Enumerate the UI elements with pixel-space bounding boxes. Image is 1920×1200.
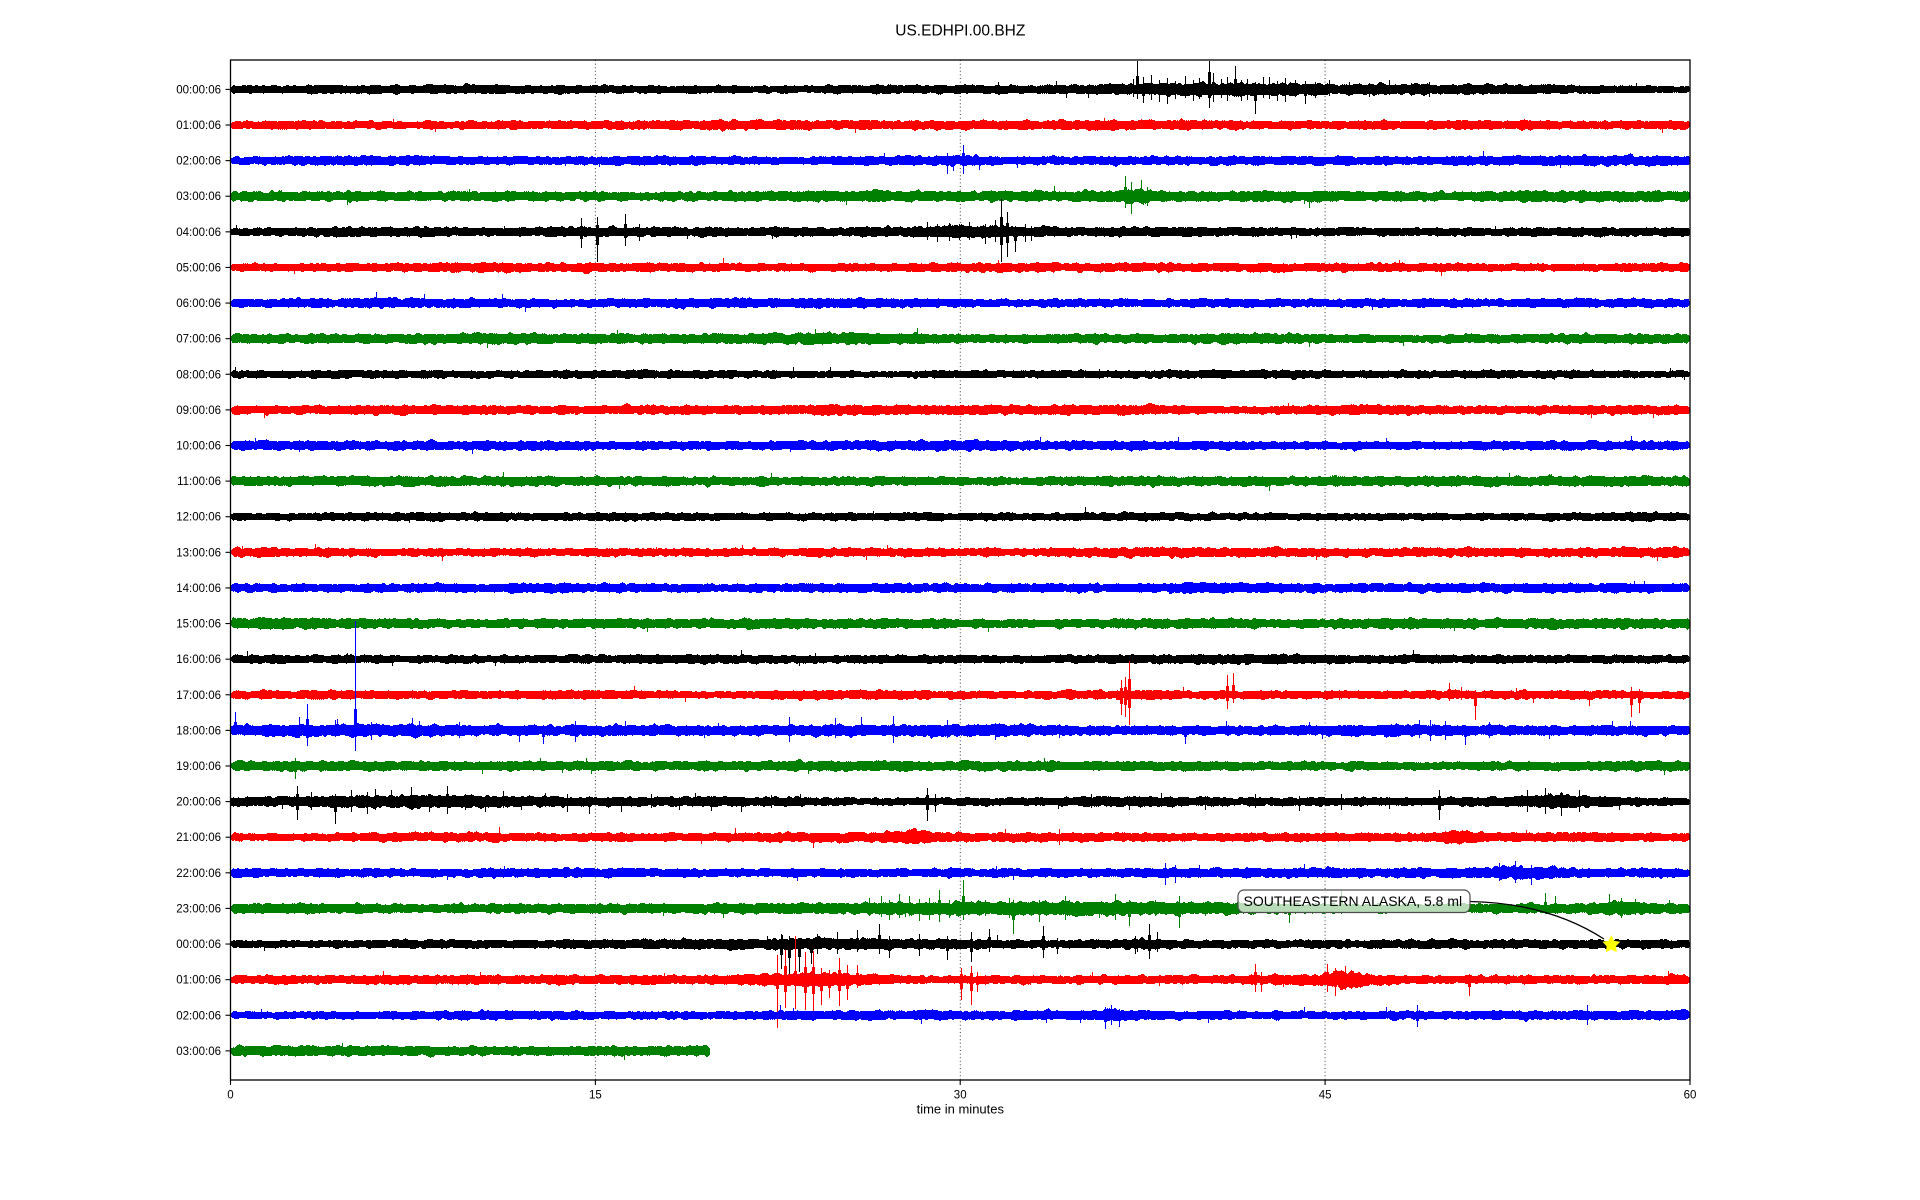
svg-text:03:00:06: 03:00:06 (176, 1046, 221, 1058)
svg-text:00:00:06: 00:00:06 (176, 84, 221, 96)
svg-text:23:00:06: 23:00:06 (176, 903, 221, 915)
svg-text:US.EDHPI.00.BHZ: US.EDHPI.00.BHZ (895, 23, 1025, 40)
svg-text:20:00:06: 20:00:06 (176, 797, 221, 809)
svg-text:18:00:06: 18:00:06 (176, 725, 221, 737)
svg-text:22:00:06: 22:00:06 (176, 868, 221, 880)
svg-text:13:00:06: 13:00:06 (176, 547, 221, 559)
svg-text:02:00:06: 02:00:06 (176, 1010, 221, 1022)
svg-text:45: 45 (1319, 1090, 1332, 1102)
svg-text:30: 30 (954, 1090, 967, 1102)
svg-text:04:00:06: 04:00:06 (176, 227, 221, 239)
svg-text:14:00:06: 14:00:06 (176, 583, 221, 595)
svg-text:02:00:06: 02:00:06 (176, 156, 221, 168)
svg-text:12:00:06: 12:00:06 (176, 512, 221, 524)
svg-text:06:00:06: 06:00:06 (176, 298, 221, 310)
svg-text:08:00:06: 08:00:06 (176, 369, 221, 381)
svg-text:11:00:06: 11:00:06 (177, 476, 221, 488)
svg-text:15:00:06: 15:00:06 (176, 619, 221, 631)
svg-text:01:00:06: 01:00:06 (176, 120, 221, 132)
svg-text:21:00:06: 21:00:06 (176, 832, 221, 844)
svg-text:19:00:06: 19:00:06 (176, 761, 221, 773)
svg-text:07:00:06: 07:00:06 (176, 334, 221, 346)
svg-text:17:00:06: 17:00:06 (176, 690, 221, 702)
svg-text:00:00:06: 00:00:06 (176, 939, 221, 951)
svg-text:03:00:06: 03:00:06 (176, 191, 221, 203)
svg-text:05:00:06: 05:00:06 (176, 262, 221, 274)
svg-text:15: 15 (589, 1090, 602, 1102)
svg-text:SOUTHEASTERN ALASKA, 5.8 ml: SOUTHEASTERN ALASKA, 5.8 ml (1244, 893, 1463, 909)
svg-text:10:00:06: 10:00:06 (176, 441, 221, 453)
svg-text:16:00:06: 16:00:06 (176, 654, 221, 666)
svg-text:60: 60 (1684, 1090, 1697, 1102)
svg-text:09:00:06: 09:00:06 (176, 405, 221, 417)
svg-text:0: 0 (227, 1090, 233, 1102)
svg-text:time in minutes: time in minutes (917, 1102, 1005, 1117)
svg-text:01:00:06: 01:00:06 (176, 975, 221, 987)
